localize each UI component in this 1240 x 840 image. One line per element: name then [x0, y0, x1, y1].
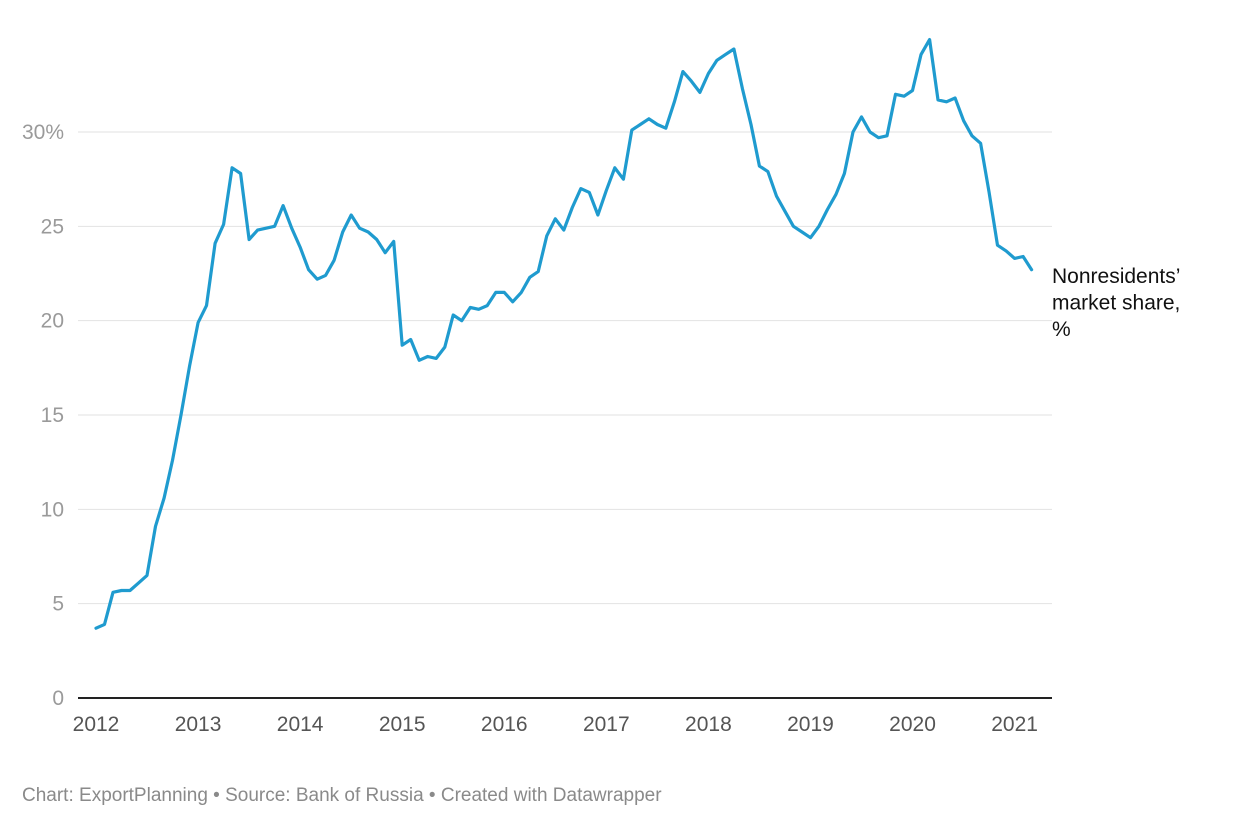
series-lines — [94, 38, 1034, 630]
chart-footer: Chart: ExportPlanning • Source: Bank of … — [22, 785, 662, 806]
x-tick-label: 2018 — [685, 713, 732, 736]
y-tick-label: 15 — [41, 404, 64, 427]
series-line — [94, 38, 1034, 630]
y-tick-label: 25 — [41, 215, 64, 238]
x-tick-label: 2014 — [277, 713, 324, 736]
series-label-line: % — [1052, 318, 1071, 341]
x-tick-label: 2019 — [787, 713, 834, 736]
series-labels: Nonresidents’ market share,% — [1052, 265, 1180, 341]
x-tick-label: 2020 — [889, 713, 936, 736]
x-tick-label: 2012 — [73, 713, 120, 736]
x-tick-label: 2016 — [481, 713, 528, 736]
y-axis-labels: 0 5 10 15 20 25 30% — [22, 121, 64, 710]
y-tick-label: 20 — [41, 310, 64, 333]
y-tick-label: 5 — [52, 593, 64, 616]
gridlines — [78, 131, 1052, 605]
x-tick-label: 2021 — [991, 713, 1038, 736]
x-tick-label: 2013 — [175, 713, 222, 736]
series-label-line: Nonresidents’ — [1052, 265, 1180, 288]
x-axis-labels: 2012 2013 2014 2015 2016 2017 2018 2019 2020 2021 — [73, 713, 1038, 736]
x-tick-label: 2017 — [583, 713, 630, 736]
y-tick-label: 30% — [22, 121, 64, 144]
x-tick-label: 2015 — [379, 713, 426, 736]
series-label-line: market share, — [1052, 292, 1180, 315]
y-tick-label: 10 — [41, 498, 64, 521]
y-tick-label: 0 — [52, 687, 64, 710]
